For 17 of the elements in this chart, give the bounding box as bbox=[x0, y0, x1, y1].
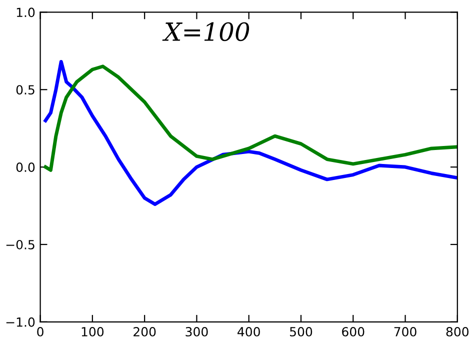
x-tick-label: 200 bbox=[134, 326, 156, 336]
x-tick-label: 300 bbox=[186, 326, 208, 336]
x-tick-label: 500 bbox=[290, 326, 312, 336]
y-tick-label: −0.5 bbox=[6, 240, 34, 250]
y-tick-label: 0.0 bbox=[16, 162, 35, 172]
chart-title: X=100 bbox=[162, 22, 250, 42]
x-tick-label: 0 bbox=[37, 326, 44, 336]
x-tick-label: 100 bbox=[82, 326, 104, 336]
line-series bbox=[44, 64, 458, 172]
y-tick-label: 0.5 bbox=[16, 85, 34, 95]
x-tick-label: 700 bbox=[394, 326, 416, 336]
x-tick-label: 800 bbox=[446, 326, 469, 336]
line-series bbox=[44, 60, 458, 206]
y-tick-label: 1.0 bbox=[16, 8, 35, 18]
y-tick-label: −1.0 bbox=[6, 317, 35, 327]
x-tick-label: 600 bbox=[342, 326, 364, 336]
x-tick-label: 400 bbox=[238, 326, 260, 336]
